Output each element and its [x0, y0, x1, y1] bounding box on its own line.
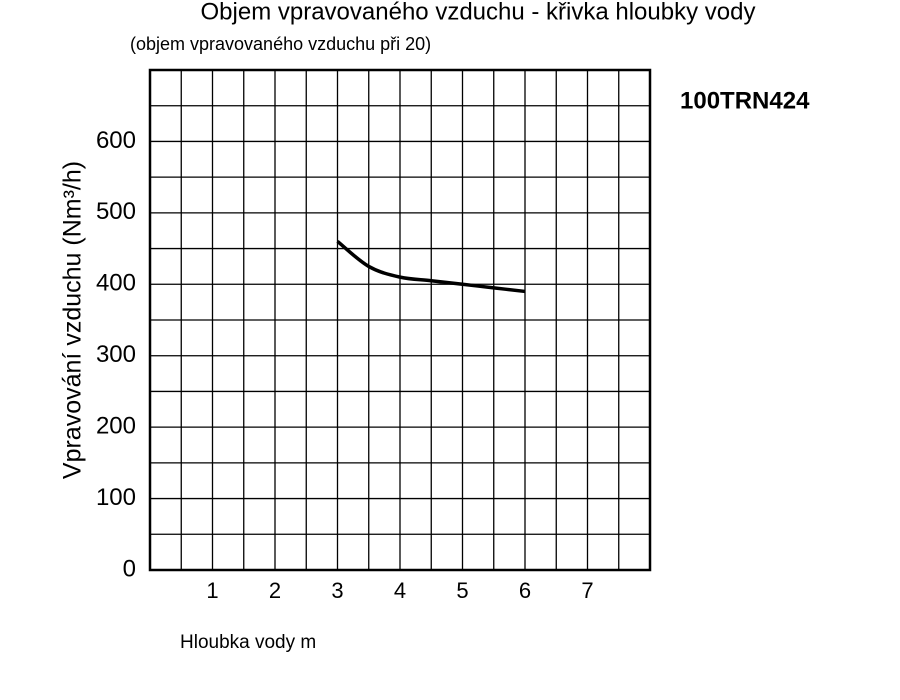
y-tick-label: 400	[96, 270, 136, 297]
y-tick-label: 500	[96, 198, 136, 225]
chart-title: Objem vpravovaného vzduchu - křivka hlou…	[201, 0, 756, 25]
x-tick-label: 6	[519, 578, 531, 603]
x-tick-label: 4	[394, 578, 406, 603]
model-label: 100TRN424	[680, 87, 810, 114]
x-axis-label: Hloubka vody m	[180, 632, 316, 653]
y-tick-label: 300	[96, 341, 136, 368]
y-tick-label: 100	[96, 484, 136, 511]
chart-subtitle: (objem vpravovaného vzduchu při 20)	[130, 34, 431, 54]
y-axis-label: Vpravování vzduchu (Nm³/h)	[59, 161, 87, 479]
y-tick-label: 200	[96, 412, 136, 439]
plot-frame	[148, 68, 652, 572]
y-tick-label: 0	[123, 555, 136, 582]
x-tick-label: 1	[206, 578, 218, 603]
data-line	[336, 240, 526, 294]
y-tick-label: 600	[96, 127, 136, 154]
x-tick-label: 2	[269, 578, 281, 603]
x-tick-label: 5	[456, 578, 468, 603]
x-tick-label: 7	[581, 578, 593, 603]
x-tick-label: 3	[331, 578, 343, 603]
